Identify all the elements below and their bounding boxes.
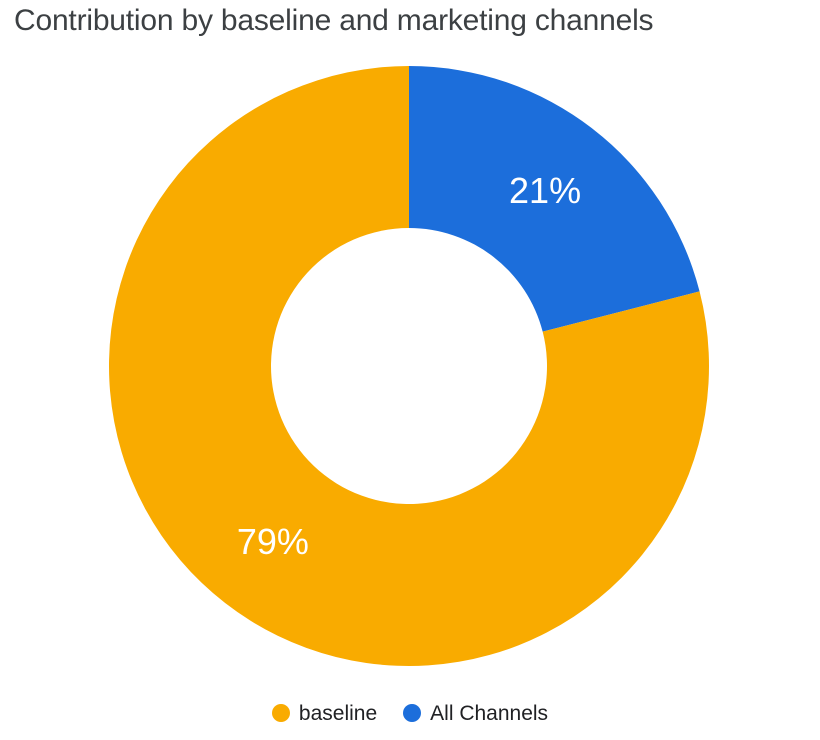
pie-slice-all-channels[interactable] <box>409 66 700 332</box>
chart-title: Contribution by baseline and marketing c… <box>14 4 654 37</box>
legend-swatch-icon <box>271 704 290 722</box>
legend-item-all-channels[interactable]: All Channels <box>403 703 548 724</box>
slice-value-label: 21% <box>509 170 581 211</box>
pie-slice-baseline[interactable] <box>109 66 710 666</box>
legend-label: All Channels <box>430 701 549 725</box>
legend-item-baseline[interactable]: baseline <box>271 701 378 725</box>
chart-legend: baseline All Channels <box>0 697 820 729</box>
legend-swatch-icon <box>403 704 422 722</box>
legend-label: baseline <box>298 701 378 725</box>
slice-value-label: 79% <box>237 521 309 562</box>
